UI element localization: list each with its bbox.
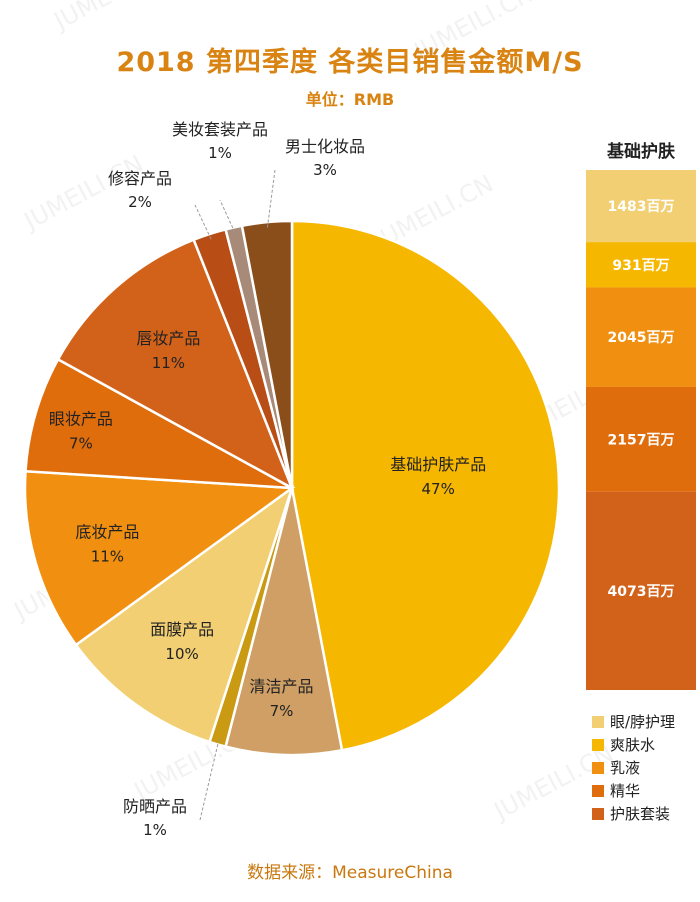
- watermark-text: JUMEILI.CN: [408, 0, 538, 66]
- stack-title: 基础护肤: [607, 142, 675, 162]
- legend-item: 爽肤水: [592, 733, 675, 756]
- legend-item: 眼/脖护理: [592, 710, 675, 733]
- slice-name-label: 唇妆产品: [136, 329, 200, 348]
- slice-percent-label: 7%: [270, 702, 294, 720]
- stack-legend: 眼/脖护理 爽肤水 乳液 精华 护肤套装: [592, 710, 675, 825]
- legend-label: 乳液: [610, 759, 641, 777]
- slice-percent-label: 1%: [143, 821, 167, 839]
- slice-name-label: 基础护肤产品: [390, 455, 486, 474]
- slice-percent-label: 10%: [165, 645, 198, 663]
- legend-label: 护肤套装: [610, 805, 671, 823]
- legend-swatch: [592, 761, 604, 774]
- slice-name-label: 清洁产品: [249, 677, 313, 696]
- pie-slice: [24, 357, 293, 490]
- slice-name-label: 修容产品: [108, 169, 172, 188]
- pie-slice: [290, 219, 561, 752]
- watermark-text: JUMEILI.CN: [48, 0, 178, 36]
- slice-percent-label: 7%: [69, 434, 93, 452]
- pie-slice: [56, 238, 295, 491]
- legend-label: 爽肤水: [610, 736, 656, 754]
- stack-value-label: 1483百万: [608, 199, 675, 215]
- legend-label: 眼/脖护理: [610, 713, 676, 731]
- legend-swatch: [592, 738, 604, 751]
- legend-item: 精华: [592, 779, 675, 802]
- pie-slice: [74, 484, 295, 744]
- slice-name-label: 防晒产品: [123, 797, 187, 816]
- label-leader-line: [219, 199, 236, 233]
- legend-label: 精华: [610, 782, 641, 800]
- chart-title: 2018 第四季度 各类目销售金额M/S: [116, 47, 584, 78]
- slice-percent-label: 2%: [128, 193, 152, 211]
- pie-slice: [240, 219, 294, 489]
- label-leader-line: [199, 739, 220, 821]
- pie-slice: [224, 487, 344, 757]
- stack-segment: [586, 242, 696, 288]
- label-leader-line: [194, 204, 212, 240]
- label-leader-line: [266, 169, 276, 228]
- slice-name-label: 男士化妆品: [285, 137, 365, 156]
- legend-item: 乳液: [592, 756, 675, 779]
- legend-item: 护肤套装: [592, 802, 675, 825]
- stacked-bar: 1483百万 931百万 2045百万 2157百万 4073百万: [586, 170, 696, 690]
- slice-name-label: 底妆产品: [75, 523, 139, 542]
- stack-value-label: 2045百万: [608, 330, 675, 346]
- chart-unit: 单位：RMB: [305, 90, 395, 109]
- legend-swatch: [592, 807, 604, 820]
- slice-percent-label: 11%: [91, 548, 124, 566]
- stack-segment: [586, 386, 696, 492]
- stack-segment: [586, 491, 696, 690]
- pie-slice: [23, 469, 296, 647]
- data-source: 数据来源：MeasureChina: [247, 863, 453, 883]
- stack-segment: [586, 170, 696, 243]
- stack-value-label: 2157百万: [608, 432, 675, 448]
- slice-name-label: 美妆套装产品: [172, 120, 268, 139]
- slice-percent-label: 3%: [313, 161, 337, 179]
- slice-percent-label: 1%: [208, 144, 232, 162]
- legend-swatch: [592, 715, 604, 728]
- stack-value-label: 4073百万: [608, 584, 675, 600]
- slice-name-label: 眼妆产品: [49, 409, 113, 428]
- pie-slices: [23, 219, 561, 757]
- stack-value-label: 931百万: [612, 258, 669, 274]
- slice-percent-label: 47%: [422, 480, 455, 498]
- slice-name-label: 面膜产品: [150, 620, 214, 639]
- slice-percent-label: 11%: [152, 354, 185, 372]
- stack-segment: [586, 287, 696, 387]
- legend-swatch: [592, 784, 604, 797]
